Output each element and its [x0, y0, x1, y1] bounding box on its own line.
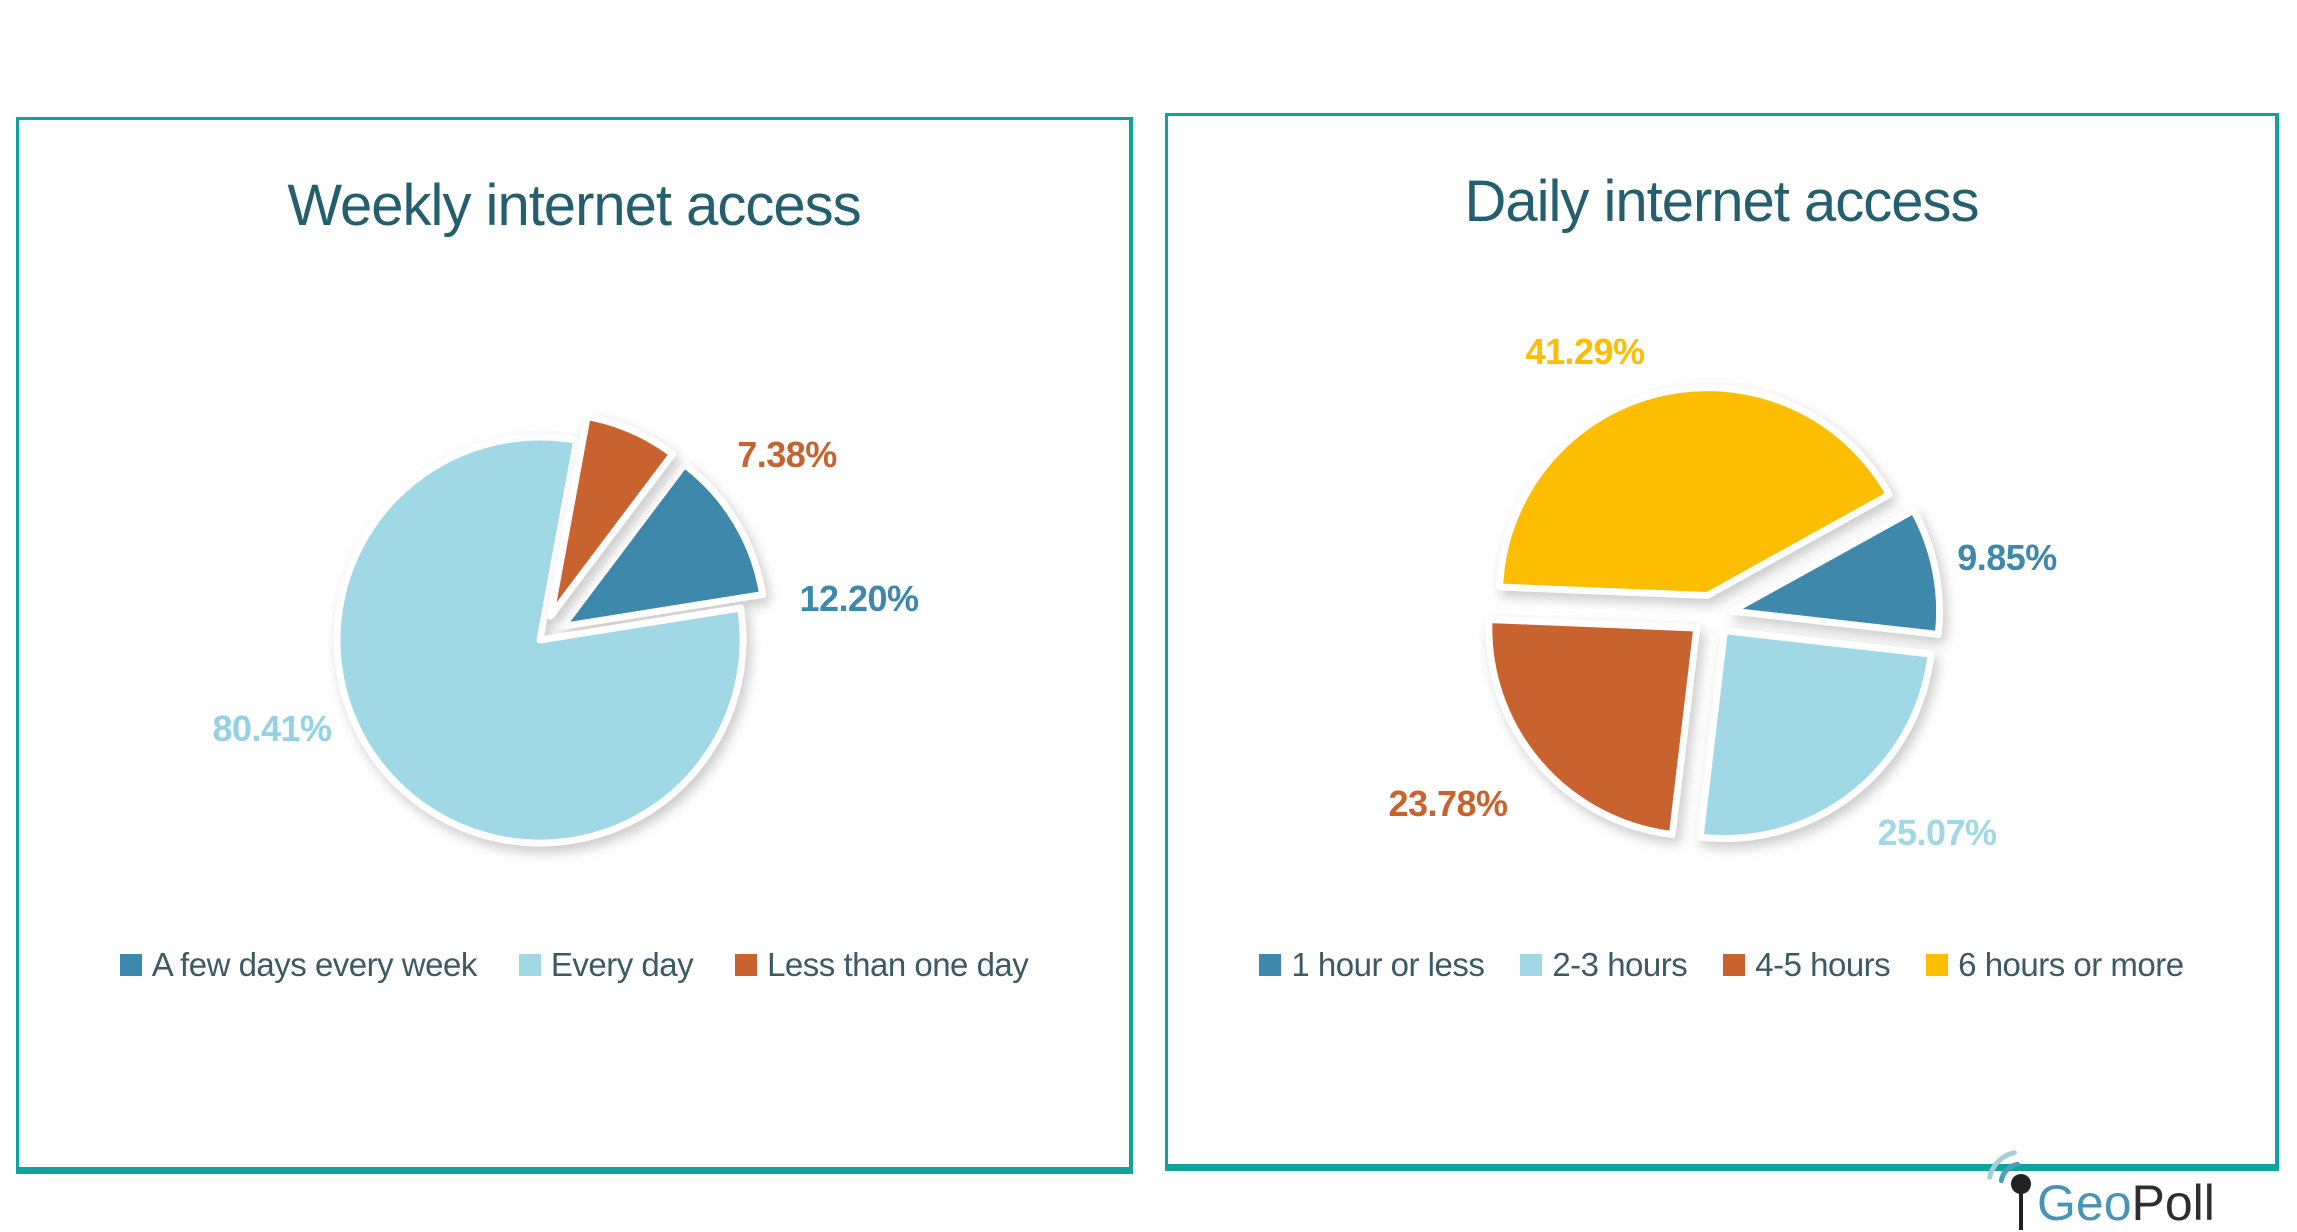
data-label-every-day: 80.41%	[212, 708, 332, 749]
pie-chart-daily	[1485, 384, 1944, 843]
legend-swatch-icon	[119, 954, 142, 976]
data-label-a-few-days-every-week: 12.20%	[799, 578, 919, 619]
legend-label: 1 hour or less	[1291, 946, 1485, 983]
legend-weekly: A few days every week Every day Less tha…	[19, 946, 1129, 984]
legend-item-4-5-hours: 4-5 hours	[1723, 946, 1891, 984]
legend-swatch-icon	[518, 954, 541, 976]
legend-swatch-icon	[1926, 954, 1949, 976]
legend-item-a-few-days-every-week: A few days every week	[119, 946, 478, 984]
panel-weekly-internet-access: Weekly internet access 12.20% 80.41% 7.3…	[16, 117, 1133, 1174]
legend-label: 6 hours or more	[1958, 946, 2184, 983]
legend-swatch-icon	[1259, 954, 1282, 976]
pie-slice-1-hour-or-less	[1728, 506, 1944, 638]
legend-label: 2-3 hours	[1552, 946, 1688, 983]
legend-item-1-hour-or-less: 1 hour or less	[1259, 946, 1485, 984]
legend-label: A few days every week	[151, 946, 478, 983]
antenna-signal-icon	[1987, 1150, 2031, 1230]
legend-swatch-icon	[735, 954, 758, 976]
data-label-6-hours-or-more: 41.29%	[1525, 331, 1645, 372]
chart-title-daily: Daily internet access	[1464, 169, 1979, 234]
legend-item-every-day: Every day	[518, 946, 694, 984]
pie-slice-less-than-one-day	[547, 413, 677, 620]
legend-label: Every day	[550, 946, 694, 983]
pie-chart-weekly	[333, 413, 767, 847]
legend-item-2-3-hours: 2-3 hours	[1520, 946, 1688, 984]
logo-text: GeoPoll	[2037, 1178, 2215, 1228]
data-label-1-hour-or-less: 9.85%	[1957, 537, 2057, 578]
legend-swatch-icon	[1723, 954, 1746, 976]
pie-slice-every-day	[333, 433, 747, 847]
panel-daily-internet-access: Daily internet access 9.85% 25.07% 23.78…	[1165, 113, 2279, 1171]
legend-daily: 1 hour or less 2-3 hours 4-5 hours 6 hou…	[1168, 946, 2275, 984]
data-label-4-5-hours: 23.78%	[1388, 783, 1508, 824]
legend-item-6-hours-or-more: 6 hours or more	[1926, 946, 2184, 984]
pie-slice-a-few-days-every-week	[558, 461, 767, 631]
legend-item-less-than-one-day: Less than one day	[735, 946, 1029, 984]
logo-text-geo: Geo	[2037, 1175, 2132, 1231]
pie-slice-6-hours-or-more	[1496, 384, 1893, 599]
data-label-less-than-one-day: 7.38%	[737, 434, 837, 475]
data-label-2-3-hours: 25.07%	[1877, 812, 1997, 853]
geopoll-logo: GeoPoll	[1975, 1150, 2215, 1232]
pie-slice-2-3-hours	[1696, 627, 1935, 843]
legend-label: Less than one day	[767, 946, 1029, 983]
pie-slice-4-5-hours	[1485, 616, 1701, 838]
legend-swatch-icon	[1520, 954, 1543, 976]
chart-title-weekly: Weekly internet access	[287, 173, 861, 238]
logo-text-poll: Poll	[2131, 1175, 2215, 1231]
legend-label: 4-5 hours	[1755, 946, 1891, 983]
